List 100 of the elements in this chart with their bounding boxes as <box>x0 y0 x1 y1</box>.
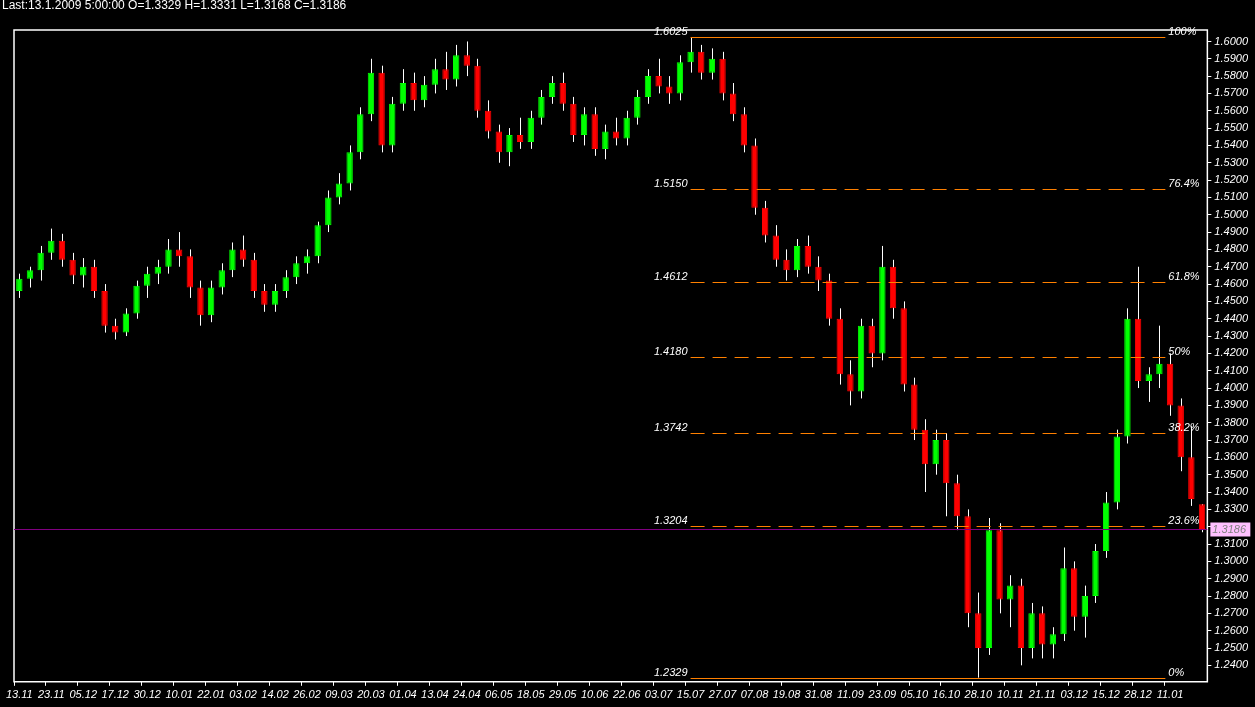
x-tick-label: 03.12 <box>1060 688 1088 701</box>
y-tick-label: 1.3300 <box>1214 502 1249 515</box>
y-tick-label: 1.4200 <box>1214 346 1249 359</box>
y-tick-label: 1.4000 <box>1214 381 1249 394</box>
y-tick-label: 1.6000 <box>1214 34 1249 47</box>
candlestick <box>239 235 247 268</box>
x-tick-label: 09.03 <box>325 688 354 701</box>
x-tick-label: 01.04 <box>389 688 417 701</box>
candlestick <box>655 58 662 94</box>
candlestick <box>793 238 801 278</box>
candlestick <box>548 75 556 105</box>
x-tick-label: 16.10 <box>932 688 961 701</box>
x-tick-label: 10.06 <box>580 688 610 701</box>
candlestick <box>783 248 790 282</box>
annotation: 61.8% <box>1168 269 1200 282</box>
x-tick-label: 15.12 <box>1092 688 1120 701</box>
x-tick-label: 28.12 <box>1123 688 1152 701</box>
candlestick <box>463 40 471 77</box>
y-tick-label: 1.5100 <box>1214 190 1249 203</box>
annotation: 0% <box>1168 665 1185 678</box>
y-tick-label: 1.3000 <box>1214 554 1249 567</box>
candlestick <box>261 283 268 313</box>
candlestick <box>165 238 172 275</box>
candlestick <box>229 241 236 278</box>
x-tick-label: 22.06 <box>611 688 642 701</box>
candlestick <box>69 252 76 285</box>
candlestick <box>580 106 588 146</box>
x-tick-label: 22.01 <box>196 688 225 701</box>
candlestick <box>1145 366 1152 403</box>
y-tick-label: 1.2400 <box>1214 658 1249 671</box>
x-tick-label: 06.05 <box>485 688 514 701</box>
x-tick-label: 03.02 <box>229 688 257 701</box>
x-tick-label: 03.07 <box>644 688 674 701</box>
y-tick-label: 1.2700 <box>1214 606 1249 619</box>
ref-line-label: 1.4612 <box>653 269 688 282</box>
candlestick <box>399 68 407 112</box>
y-tick-label: 1.4300 <box>1214 329 1249 342</box>
y-tick-label: 1.4400 <box>1214 311 1249 324</box>
candlestick <box>815 255 822 292</box>
candlestick <box>303 248 311 275</box>
y-tick-label: 1.3500 <box>1214 467 1249 480</box>
x-tick-label: 13.11 <box>5 688 33 701</box>
candlestick <box>452 44 460 87</box>
candlestick <box>1081 585 1089 639</box>
candlestick <box>218 262 225 295</box>
x-tick-label: 30.12 <box>133 688 161 701</box>
x-tick-label: 11.09 <box>837 688 864 701</box>
ref-line-label: 1.3204 <box>653 513 688 526</box>
candlestick <box>1198 503 1206 533</box>
x-tick-label: 23.11 <box>36 688 65 701</box>
y-tick-label: 1.5600 <box>1214 103 1249 116</box>
y-tick-label: 1.2800 <box>1214 589 1249 602</box>
candlestick <box>623 110 630 146</box>
candlestick <box>1049 626 1057 659</box>
candlestick <box>772 224 780 268</box>
candlestick <box>90 259 98 299</box>
y-tick-label: 1.3600 <box>1214 450 1249 463</box>
candlestick <box>708 47 716 81</box>
candlestick <box>58 233 66 268</box>
candlestick <box>410 72 417 112</box>
candlestick <box>847 359 854 406</box>
candlestick <box>538 89 545 126</box>
annotation: 50% <box>1168 344 1191 357</box>
ref-line-label: 1.5150 <box>653 176 689 189</box>
x-tick-label: 11.01 <box>1156 688 1184 701</box>
x-tick-label: 27.07 <box>707 688 738 701</box>
candlestick <box>271 283 279 313</box>
y-tick-label: 1.5000 <box>1214 207 1249 220</box>
y-tick-label: 1.2600 <box>1214 623 1249 636</box>
candlestick <box>1156 325 1163 389</box>
x-tick-label: 31.08 <box>804 688 834 701</box>
candlestick <box>143 266 151 299</box>
y-tick-label: 1.3100 <box>1214 537 1249 550</box>
y-tick-label: 1.3400 <box>1214 485 1249 498</box>
candlestick <box>442 51 449 91</box>
candlestick <box>37 245 44 282</box>
candlestick <box>516 117 524 150</box>
x-tick-label: 20.03 <box>356 688 386 701</box>
candlestick <box>698 44 705 81</box>
candlestick <box>527 110 534 150</box>
candlestick <box>175 231 183 268</box>
candlestick <box>282 269 289 299</box>
candlestick <box>687 36 694 74</box>
candlestick <box>506 127 513 167</box>
y-tick-label: 1.2900 <box>1214 571 1249 584</box>
x-tick-label: 15.07 <box>676 688 706 701</box>
y-tick-label: 1.5500 <box>1214 121 1249 134</box>
x-tick-label: 28.10 <box>963 688 993 701</box>
annotation: 23.6% <box>1167 513 1200 526</box>
candlestick <box>666 75 673 105</box>
y-tick-label: 1.4700 <box>1214 259 1249 272</box>
x-tick-label: 05.12 <box>69 688 98 701</box>
x-tick-label: 07.08 <box>740 688 770 701</box>
x-tick-label: 23.09 <box>867 688 897 701</box>
x-tick-label: 26.02 <box>292 688 321 701</box>
candlestick <box>634 89 641 126</box>
candlestick <box>112 318 119 341</box>
candlestick <box>644 68 652 105</box>
y-tick-label: 1.5400 <box>1214 138 1249 151</box>
y-tick-label: 1.4100 <box>1214 363 1249 376</box>
